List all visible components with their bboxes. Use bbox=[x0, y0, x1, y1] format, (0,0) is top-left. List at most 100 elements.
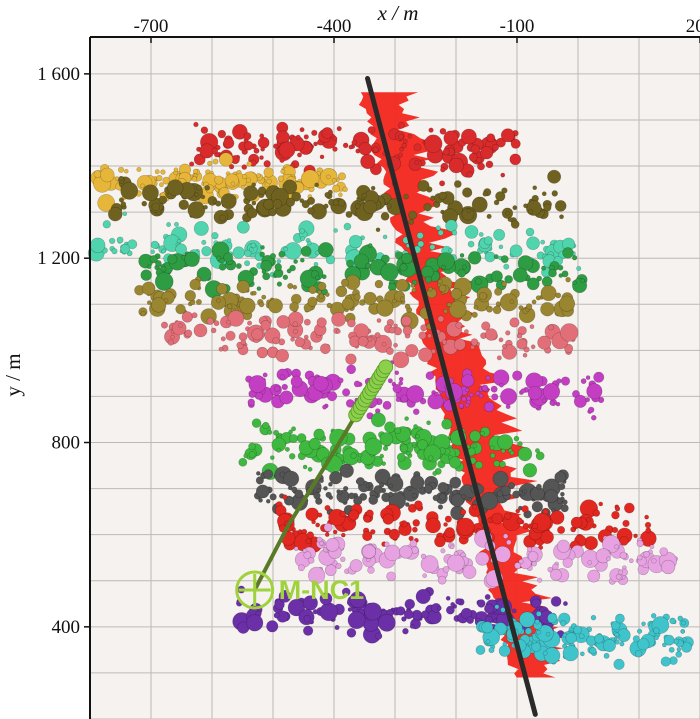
event-point bbox=[506, 539, 512, 546]
event-point bbox=[482, 191, 488, 197]
event-point bbox=[263, 198, 275, 210]
event-point bbox=[319, 602, 339, 622]
event-point bbox=[329, 471, 343, 485]
y-axis-label: y / m bbox=[1, 353, 25, 396]
event-point bbox=[207, 160, 213, 167]
event-point bbox=[193, 192, 199, 197]
event-point bbox=[270, 455, 275, 460]
event-point bbox=[573, 625, 582, 635]
event-point bbox=[490, 385, 498, 393]
event-point bbox=[116, 236, 124, 244]
event-point bbox=[218, 346, 224, 352]
event-point bbox=[282, 470, 300, 487]
event-point bbox=[415, 588, 431, 605]
event-point bbox=[278, 141, 296, 159]
event-point bbox=[483, 401, 495, 413]
event-point bbox=[491, 393, 499, 401]
event-point bbox=[448, 300, 467, 319]
event-point bbox=[364, 437, 383, 456]
event-point bbox=[286, 268, 292, 274]
event-point bbox=[619, 551, 628, 560]
event-point bbox=[425, 517, 441, 534]
event-point bbox=[509, 450, 515, 456]
event-point bbox=[259, 133, 265, 139]
event-point bbox=[615, 613, 625, 624]
event-point bbox=[507, 216, 513, 222]
event-point bbox=[680, 629, 686, 634]
event-point bbox=[478, 232, 484, 237]
event-point bbox=[447, 554, 465, 572]
event-point bbox=[380, 254, 390, 264]
event-point bbox=[450, 601, 456, 607]
event-point bbox=[615, 573, 622, 580]
event-point bbox=[269, 252, 277, 260]
event-point bbox=[611, 526, 619, 534]
event-point bbox=[485, 639, 491, 644]
event-point bbox=[477, 599, 486, 608]
event-point bbox=[428, 127, 434, 133]
event-point bbox=[195, 298, 202, 306]
event-point bbox=[529, 324, 535, 330]
event-point bbox=[274, 599, 285, 610]
event-point bbox=[527, 385, 543, 401]
event-point bbox=[471, 311, 478, 318]
y-tick-label: 1 600 bbox=[37, 64, 80, 85]
event-point bbox=[287, 282, 294, 290]
event-point bbox=[297, 564, 305, 572]
event-point bbox=[203, 204, 208, 210]
event-point bbox=[257, 186, 267, 195]
event-point bbox=[370, 529, 376, 535]
event-point bbox=[313, 492, 321, 500]
event-point bbox=[273, 385, 281, 392]
event-point bbox=[303, 334, 309, 340]
event-point bbox=[486, 133, 496, 143]
event-point bbox=[146, 264, 152, 270]
event-point bbox=[417, 439, 429, 451]
event-point bbox=[393, 342, 398, 348]
event-point bbox=[220, 336, 226, 342]
event-point bbox=[466, 171, 473, 178]
event-point bbox=[559, 214, 564, 220]
event-point bbox=[456, 517, 475, 536]
event-point bbox=[236, 220, 250, 234]
event-point bbox=[241, 173, 248, 180]
event-point bbox=[251, 200, 257, 206]
event-point bbox=[561, 270, 569, 278]
event-point bbox=[353, 293, 361, 301]
event-point bbox=[500, 172, 506, 178]
event-band bbox=[238, 412, 545, 480]
event-point bbox=[307, 196, 316, 205]
event-point bbox=[449, 476, 462, 489]
y-tick-label: 1 200 bbox=[37, 248, 80, 269]
event-point bbox=[432, 470, 438, 476]
event-point bbox=[245, 177, 252, 183]
event-point bbox=[448, 157, 465, 174]
event-point bbox=[459, 253, 465, 258]
event-point bbox=[543, 647, 561, 664]
event-point bbox=[453, 180, 462, 188]
event-point bbox=[173, 167, 179, 173]
event-point bbox=[455, 321, 463, 329]
event-point bbox=[243, 140, 254, 151]
event-point bbox=[332, 199, 340, 206]
event-point bbox=[223, 137, 235, 149]
event-point bbox=[381, 461, 387, 466]
event-point bbox=[331, 311, 347, 327]
event-point bbox=[256, 286, 262, 291]
event-point bbox=[244, 260, 251, 267]
event-point bbox=[558, 482, 566, 491]
event-point bbox=[336, 126, 342, 132]
event-point bbox=[299, 198, 305, 204]
event-point bbox=[292, 284, 298, 290]
event-point bbox=[328, 482, 333, 487]
event-point bbox=[410, 475, 425, 490]
event-point bbox=[219, 214, 227, 222]
event-point bbox=[348, 492, 356, 500]
event-point bbox=[170, 334, 175, 340]
event-point bbox=[440, 548, 446, 554]
event-point bbox=[262, 421, 270, 430]
event-point bbox=[586, 383, 603, 400]
event-point bbox=[324, 532, 330, 537]
event-point bbox=[160, 169, 166, 175]
event-point bbox=[516, 517, 523, 524]
